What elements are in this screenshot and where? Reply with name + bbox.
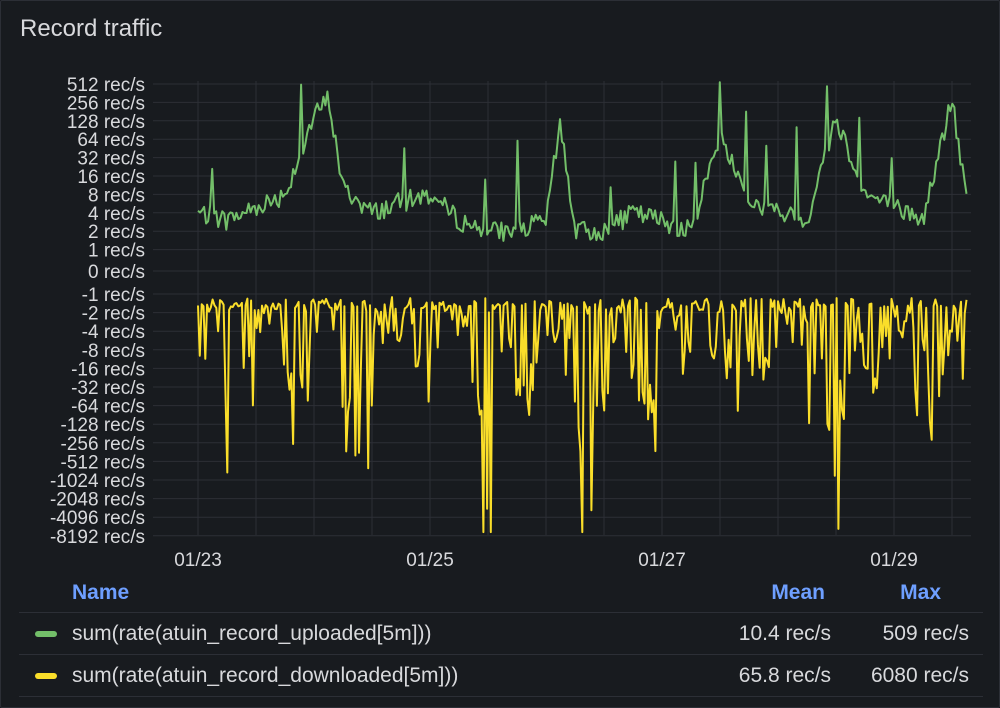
legend-swatch (35, 631, 57, 637)
x-tick-label: 01/23 (174, 550, 222, 571)
y-tick-label: 2 rec/s (88, 222, 145, 243)
legend-header: Name Mean Max (19, 575, 983, 613)
y-tick-label: 4 rec/s (88, 204, 145, 225)
y-tick-label: -64 rec/s (71, 397, 145, 418)
series-group (197, 81, 968, 534)
y-tick-label: 256 rec/s (67, 93, 145, 114)
y-tick-label: 32 rec/s (77, 149, 145, 170)
legend-series-name[interactable]: sum(rate(atuin_record_uploaded[5m])) (72, 622, 432, 645)
y-tick-label: -1 rec/s (82, 285, 145, 306)
y-tick-label: 512 rec/s (67, 75, 145, 96)
y-tick-label: -32 rec/s (71, 378, 145, 399)
y-tick-label: -256 rec/s (61, 434, 145, 455)
y-tick-label: 8 rec/s (88, 185, 145, 206)
y-tick-label: -2048 rec/s (50, 490, 145, 511)
y-tick-label: 0 rec/s (88, 262, 145, 283)
y-tick-label: 1 rec/s (88, 241, 145, 262)
legend: Name Mean Max sum(rate(atuin_record_uplo… (19, 575, 983, 697)
series-line-uploaded[interactable] (197, 81, 968, 242)
y-tick-label: 64 rec/s (77, 130, 145, 151)
legend-max-header[interactable]: Max (900, 581, 941, 604)
y-tick-label: -4 rec/s (82, 322, 145, 343)
x-tick-label: 01/25 (406, 550, 454, 571)
y-tick-label: -512 rec/s (61, 452, 145, 473)
legend-name-header[interactable]: Name (72, 581, 130, 604)
y-tick-label: -8192 rec/s (50, 527, 145, 548)
x-tick-label: 01/27 (638, 550, 686, 571)
x-tick-label: 01/29 (870, 550, 918, 571)
y-tick-label: -4096 rec/s (50, 508, 145, 529)
legend-swatch (35, 673, 57, 679)
y-tick-label: -16 rec/s (71, 359, 145, 380)
y-tick-label: 16 rec/s (77, 167, 145, 188)
legend-max-value: 509 rec/s (882, 622, 969, 645)
legend-row-downloaded[interactable]: sum(rate(atuin_record_downloaded[5m])) 6… (19, 655, 983, 697)
y-tick-label: 128 rec/s (67, 112, 145, 133)
legend-mean-value: 10.4 rec/s (738, 622, 831, 645)
legend-max-value: 6080 rec/s (870, 664, 969, 687)
y-tick-label: -8 rec/s (82, 341, 145, 362)
x-axis: 01/23 01/25 01/27 01/29 (174, 550, 918, 571)
legend-mean-header[interactable]: Mean (771, 581, 825, 604)
legend-row-uploaded[interactable]: sum(rate(atuin_record_uploaded[5m])) 10.… (19, 613, 983, 655)
legend-mean-value: 65.8 rec/s (738, 664, 831, 687)
series-line-downloaded[interactable] (197, 296, 968, 534)
y-tick-label: -128 rec/s (61, 415, 145, 436)
y-tick-label: -1024 rec/s (50, 471, 145, 492)
legend-series-name[interactable]: sum(rate(atuin_record_downloaded[5m])) (72, 664, 459, 687)
panel-title[interactable]: Record traffic (20, 15, 163, 42)
y-tick-label: -2 rec/s (82, 304, 145, 325)
